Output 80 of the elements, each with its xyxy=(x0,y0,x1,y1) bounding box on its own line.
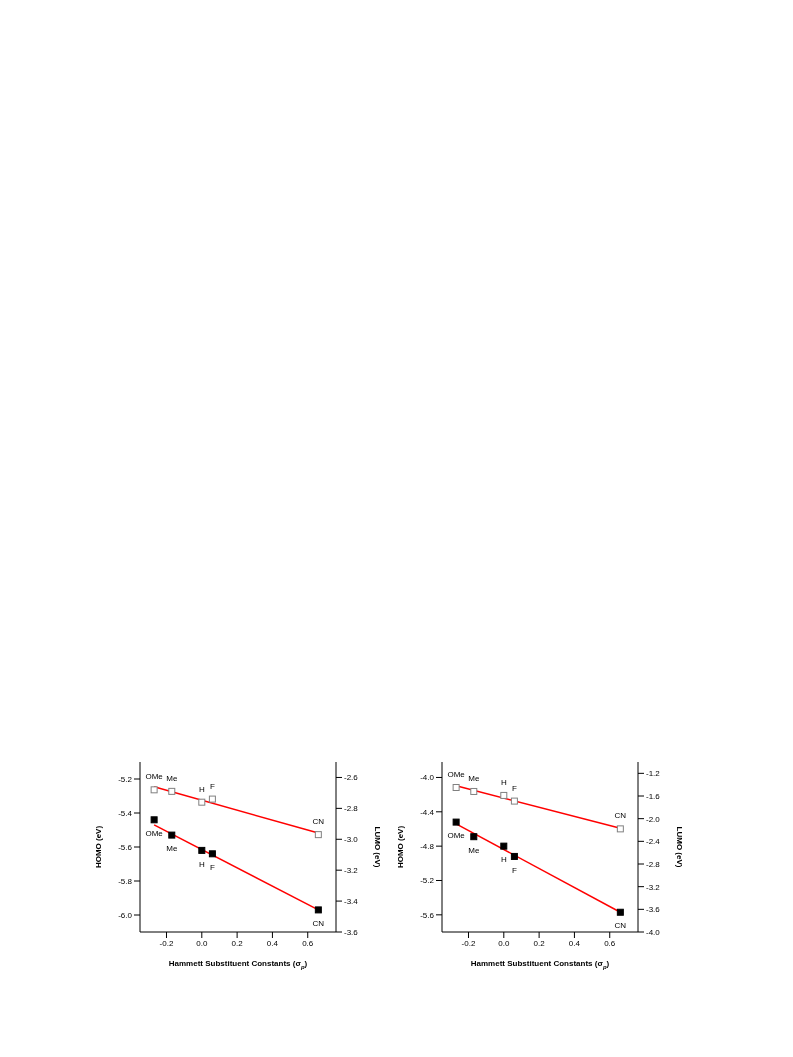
point xyxy=(168,787,176,795)
x-tick-label: 0.0 xyxy=(196,938,208,948)
data-label: Me xyxy=(468,773,480,783)
x-tick-label: -0.2 xyxy=(159,938,174,948)
data-label: Me xyxy=(166,844,178,854)
y-tick-label: -5.8 xyxy=(118,876,133,886)
data-label: F xyxy=(209,862,215,872)
data-label: OMe xyxy=(145,828,164,838)
point xyxy=(314,906,322,914)
x-tick-label: 0.2 xyxy=(533,938,546,948)
data-label: CN xyxy=(312,919,325,929)
y2-tick-label: -3.6 xyxy=(344,927,359,937)
y-tick-label: -5.4 xyxy=(118,808,133,818)
point xyxy=(198,798,206,806)
point xyxy=(510,852,518,860)
y-tick-label: -6.0 xyxy=(118,910,133,920)
y2-tick-label: -2.4 xyxy=(646,837,661,847)
y-tick-label: -5.6 xyxy=(118,842,133,852)
data-label: OMe xyxy=(447,769,466,779)
data-label: H xyxy=(500,777,507,787)
y-tick-label: -4.0 xyxy=(420,773,435,783)
point xyxy=(208,850,216,858)
y2-tick-label: -4.0 xyxy=(646,927,661,937)
x-tick-label: 0.6 xyxy=(302,938,314,948)
point xyxy=(208,795,216,803)
y-tick-label: -5.2 xyxy=(118,774,133,784)
point xyxy=(470,833,478,841)
data-label: OMe xyxy=(145,772,164,782)
point xyxy=(314,831,322,839)
data-label: CN xyxy=(614,921,627,931)
x-tick-label: 0.2 xyxy=(231,938,244,948)
data-label: F xyxy=(209,781,215,791)
point xyxy=(500,791,508,799)
y2-tick-label: -3.2 xyxy=(344,866,359,876)
point xyxy=(452,818,460,826)
y2-tick-label: -2.0 xyxy=(646,814,661,824)
point xyxy=(616,825,624,833)
y2-tick-label: -1.6 xyxy=(646,791,661,801)
data-label: CN xyxy=(312,817,325,827)
y2-tick-label: -3.6 xyxy=(646,905,661,915)
x-axis-title: Hammett Substituent Constants (σ$_{p}$) xyxy=(470,959,610,970)
y2-tick-label: -3.4 xyxy=(344,896,359,906)
data-label: F xyxy=(511,783,517,793)
data-label: H xyxy=(198,859,205,869)
y2-tick-label: -2.8 xyxy=(344,804,359,814)
point xyxy=(150,786,158,794)
point xyxy=(168,831,176,839)
point xyxy=(150,816,158,824)
y2-tick-label: -1.2 xyxy=(646,769,661,779)
data-label: H xyxy=(198,784,205,794)
point xyxy=(616,908,624,916)
x-tick-label: 0.0 xyxy=(498,938,510,948)
y2-axis-title: LUMO (eV) xyxy=(373,826,383,868)
x-tick-label: -0.2 xyxy=(461,938,476,948)
x-tick-label: 0.4 xyxy=(568,938,581,948)
y2-tick-label: -2.6 xyxy=(344,773,359,783)
x-tick-label: 0.4 xyxy=(266,938,279,948)
data-label: CN xyxy=(614,811,627,821)
y-tick-label: -4.4 xyxy=(420,807,435,817)
data-label: H xyxy=(500,855,507,865)
y-tick-label: -5.6 xyxy=(420,910,435,920)
point xyxy=(510,797,518,805)
y-tick-label: -5.2 xyxy=(420,876,435,886)
x-tick-label: 0.6 xyxy=(604,938,616,948)
y2-tick-label: -3.2 xyxy=(646,882,661,892)
point xyxy=(452,784,460,791)
y-axis-title: HOMO (eV) xyxy=(395,825,405,869)
y2-tick-label: -2.8 xyxy=(646,859,661,869)
point xyxy=(198,846,206,854)
data-label: OMe xyxy=(447,831,466,841)
x-axis-title: Hammett Substituent Constants (σ$_{p}$) xyxy=(168,959,308,970)
point xyxy=(500,842,508,850)
y2-axis-title: LUMO (eV) xyxy=(675,826,685,868)
data-label: F xyxy=(511,865,517,875)
data-label: Me xyxy=(166,773,178,783)
y-tick-label: -4.8 xyxy=(420,841,435,851)
data-label: Me xyxy=(468,845,480,855)
y-axis-title: HOMO (eV) xyxy=(93,825,103,869)
point xyxy=(470,787,478,795)
y2-tick-label: -3.0 xyxy=(344,835,359,845)
